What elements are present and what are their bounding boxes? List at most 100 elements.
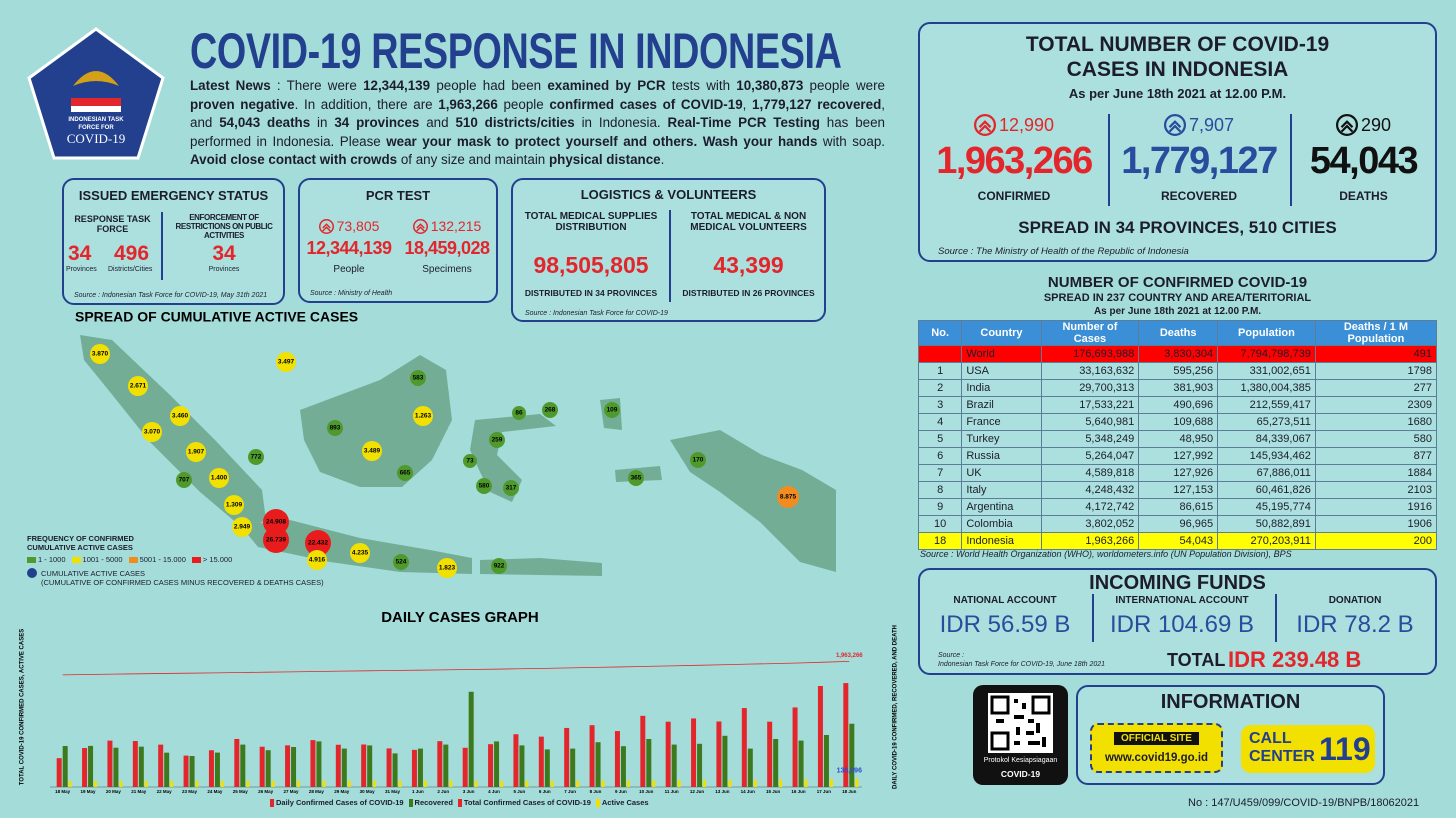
icon-chevron <box>1168 120 1182 133</box>
news-text: has been performed in Indonesia. Please <box>190 115 885 149</box>
bar <box>494 741 500 787</box>
table-row: 3 Brazil 17,533,221 490,696 212,559,417 2309 <box>917 396 1438 414</box>
value: 12,344,139 <box>306 238 392 258</box>
note: DISTRIBUTED IN 34 PROVINCES <box>524 288 658 298</box>
header-cell: No. <box>917 320 963 346</box>
table-cell: 5 <box>917 430 963 448</box>
map-marker-label: 317 <box>506 485 517 492</box>
news-text: and <box>419 115 456 130</box>
panel-title: INCOMING FUNDS <box>1089 572 1266 594</box>
table-cell: 145,934,462 <box>1217 447 1316 465</box>
table-row: 9 Argentina 4,172,742 86,615 45,195,774 1916 <box>917 498 1438 516</box>
value: 43,399 <box>713 252 784 278</box>
x-tick-label: 4 Jun <box>488 789 500 794</box>
bar <box>240 744 246 787</box>
divider <box>1108 114 1110 206</box>
legend-label: Total Confirmed Cases of COVID-19 <box>463 798 591 807</box>
table-cell: 7 <box>917 464 963 482</box>
increase: 7,907 <box>1108 114 1290 136</box>
table-cell: France <box>961 413 1042 431</box>
bar <box>113 747 119 787</box>
value: 18,459,028 <box>404 238 490 258</box>
increase-value: 132,215 <box>430 218 482 234</box>
x-tick-label: 23 May <box>182 789 198 794</box>
bar <box>741 708 747 787</box>
x-tick-label: 8 Jun <box>590 789 602 794</box>
table-cell: 109,688 <box>1138 413 1219 431</box>
map-marker <box>176 472 192 488</box>
map-marker-label: 2.671 <box>130 383 147 390</box>
panel-title: LOGISTICS & VOLUNTEERS <box>580 187 757 202</box>
map-marker <box>90 344 110 364</box>
increase: 73,805 <box>300 218 398 234</box>
legend-symbol <box>27 568 37 578</box>
world-table: No. Country Number of Cases Deaths Populatio… <box>917 320 1438 550</box>
table-cell: 60,461,826 <box>1217 481 1316 499</box>
news-text: people were <box>803 78 886 93</box>
map-marker <box>604 402 620 418</box>
x-tick-label: 10 Jun <box>639 789 654 794</box>
legend-label: Active Cases <box>601 798 649 807</box>
x-tick-label: 3 Jun <box>463 789 475 794</box>
note: DISTRIBUTED IN 26 PROVINCES <box>682 288 815 298</box>
bar <box>722 735 728 787</box>
map-marker <box>437 558 457 578</box>
bar <box>335 744 341 787</box>
table-cell: 29,700,313 <box>1040 379 1140 397</box>
news-bold: 54,043 deaths <box>219 115 311 130</box>
map-marker <box>142 422 162 442</box>
legend-item: Total Confirmed Cases of COVID-19 <box>457 798 591 807</box>
bar <box>753 779 757 787</box>
value: 1,779,127 <box>1121 140 1278 182</box>
bar <box>195 780 199 787</box>
icon-circle <box>318 218 334 234</box>
increase: 290 <box>1290 114 1437 136</box>
call-box: CALL CENTER 119 <box>1241 725 1375 773</box>
table-cell: Colombia <box>961 515 1042 533</box>
increase: 12,990 <box>920 114 1108 136</box>
bar <box>392 753 398 787</box>
x-tick-label: 2 Jun <box>437 789 449 794</box>
qr-finder <box>990 731 1010 751</box>
legend-swatch <box>27 556 36 563</box>
bar <box>823 735 829 787</box>
heading: RESPONSE TASK FORCE <box>74 214 151 234</box>
table-cell: Brazil <box>961 396 1042 414</box>
table-cell: 4,248,432 <box>1040 481 1140 499</box>
x-tick-label: 27 May <box>284 789 300 794</box>
map-marker <box>263 509 289 535</box>
legend-swatch <box>457 798 462 807</box>
legend-swatch <box>191 556 201 563</box>
table-cell: Argentina <box>961 498 1042 516</box>
map-marker <box>350 543 370 563</box>
map-marker <box>128 376 148 396</box>
bar <box>792 707 798 787</box>
bar <box>538 736 544 787</box>
bar <box>144 781 148 787</box>
site-url: www.covid19.go.id <box>1104 752 1209 764</box>
legend-swatch <box>595 798 600 807</box>
table-cell: 877 <box>1314 447 1438 465</box>
bar <box>220 780 224 787</box>
island <box>670 430 836 572</box>
map-marker-label: 86 <box>515 410 523 417</box>
increase-value: 7,907 <box>1188 114 1235 135</box>
news-bold: physical distance <box>548 152 661 167</box>
x-tick-label: 15 Jun <box>766 789 781 794</box>
bar <box>423 780 427 787</box>
title-line: CASES IN INDONESIA <box>1066 58 1289 81</box>
bar <box>411 749 417 787</box>
map-marker-label: 2.949 <box>234 524 251 531</box>
map-marker-label: 365 <box>631 475 642 482</box>
bar <box>849 723 855 787</box>
table-row: World 176,693,988 3,830,304 7,794,798,739 49… <box>917 345 1438 363</box>
source: Source : <box>938 652 965 659</box>
news-text: , <box>742 96 753 112</box>
table-cell: 331,002,651 <box>1217 362 1316 380</box>
legend-item: Recovered <box>408 798 453 807</box>
x-tick-label: 18 Jun <box>842 789 857 794</box>
bar <box>728 779 732 787</box>
map-marker-label: 3.497 <box>278 359 295 366</box>
map-marker-label: 1.400 <box>211 475 228 482</box>
bar <box>703 780 707 787</box>
